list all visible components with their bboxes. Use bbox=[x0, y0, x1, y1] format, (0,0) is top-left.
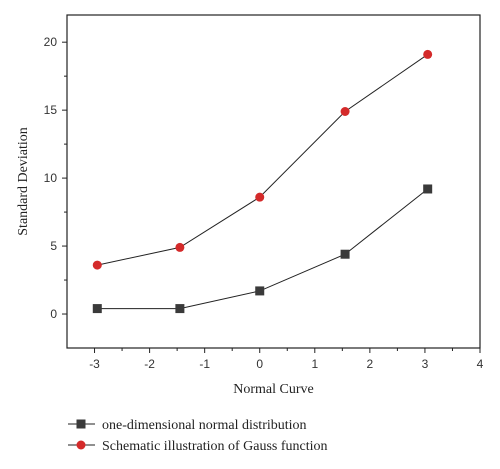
plot-frame bbox=[66, 14, 481, 349]
x-tick-label: 3 bbox=[422, 357, 429, 371]
legend: one-dimensional normal distribution Schem… bbox=[68, 418, 328, 454]
data-point bbox=[92, 304, 102, 314]
legend-marker bbox=[76, 419, 86, 429]
y-axis: 0 5 10 15 20 bbox=[44, 35, 67, 321]
legend-item: one-dimensional normal distribution bbox=[68, 418, 307, 433]
y-tick-label: 20 bbox=[44, 35, 58, 49]
x-tick-label: 0 bbox=[256, 357, 263, 371]
x-tick-label: -1 bbox=[199, 357, 210, 371]
series-layer bbox=[92, 49, 433, 314]
y-tick-label: 5 bbox=[50, 239, 57, 253]
x-tick-label: -3 bbox=[89, 357, 100, 371]
data-point bbox=[340, 249, 350, 259]
data-point bbox=[255, 286, 265, 296]
data-point bbox=[423, 49, 433, 59]
series-1 bbox=[92, 184, 433, 314]
data-point bbox=[92, 260, 102, 270]
legend-label: Schematic illustration of Gauss function bbox=[102, 439, 328, 454]
data-point bbox=[423, 184, 433, 194]
y-axis-title: Standard Deviation bbox=[16, 127, 31, 235]
x-tick-label: 4 bbox=[477, 357, 484, 371]
x-tick-label: 1 bbox=[311, 357, 318, 371]
x-tick-label: 2 bbox=[367, 357, 374, 371]
y-tick-label: 0 bbox=[50, 307, 57, 321]
data-point bbox=[175, 242, 185, 252]
y-tick-label: 10 bbox=[44, 171, 58, 185]
legend-item: Schematic illustration of Gauss function bbox=[68, 439, 328, 454]
data-point bbox=[340, 107, 350, 117]
legend-label: one-dimensional normal distribution bbox=[102, 418, 307, 433]
data-point bbox=[255, 192, 265, 202]
x-axis: -3 -2 -1 0 1 2 3 4 bbox=[89, 348, 484, 371]
series-line bbox=[97, 54, 428, 266]
x-tick-label: -2 bbox=[144, 357, 155, 371]
x-axis-title: Normal Curve bbox=[233, 382, 313, 397]
legend-marker bbox=[76, 440, 86, 450]
data-point bbox=[175, 304, 185, 314]
y-tick-label: 15 bbox=[44, 103, 58, 117]
series-2 bbox=[92, 49, 433, 270]
